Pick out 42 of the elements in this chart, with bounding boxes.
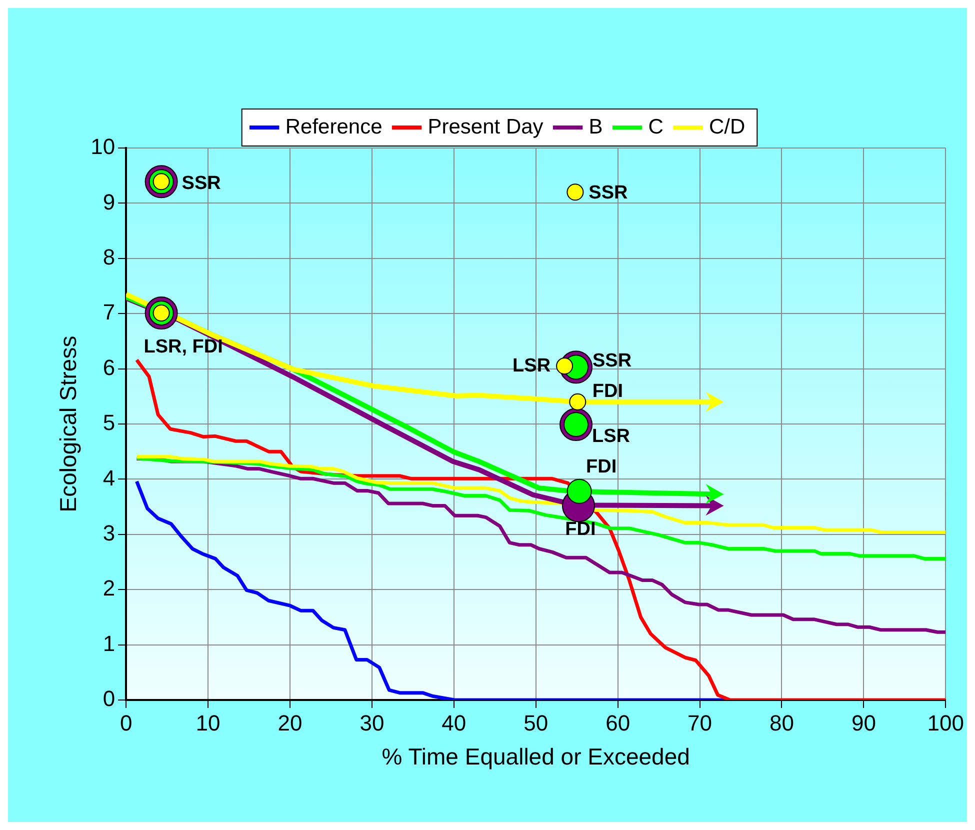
annotation: FDI	[565, 518, 596, 540]
annotation: SSR	[592, 350, 632, 372]
y-tick-label: 4	[102, 465, 116, 490]
point	[556, 358, 574, 375]
annotation: LSR	[512, 355, 551, 376]
x-tick-label: 40	[442, 710, 466, 736]
legend-label: Present Day	[428, 115, 544, 138]
legend-label: C/D	[708, 115, 746, 138]
point	[569, 393, 586, 410]
legend-label: B	[588, 115, 603, 138]
y-tick-label: 9	[102, 189, 116, 214]
x-tick-label: 60	[606, 710, 630, 736]
x-axis-title: % Time Equalled or Exceeded	[382, 744, 690, 770]
x-tick-label: 10	[196, 710, 220, 736]
y-tick-label: 8	[102, 244, 116, 270]
x-tick-label: 70	[688, 710, 712, 736]
annotation: FDI	[586, 456, 617, 478]
annotation: LSR	[592, 426, 630, 447]
y-tick-label: 0	[102, 686, 116, 712]
y-tick-label: 7	[102, 300, 116, 325]
legend-label: C	[648, 115, 664, 138]
x-tick-label: 80	[769, 710, 794, 736]
point	[566, 184, 584, 201]
annotation: SSR	[588, 182, 628, 204]
x-tick-label: 100	[927, 710, 964, 736]
y-tick-label: 2	[102, 576, 116, 601]
y-tick-label: 10	[90, 134, 116, 160]
y-tick-label: 3	[102, 520, 116, 546]
y-tick-label: 6	[102, 354, 116, 380]
x-tick-label: 0	[120, 710, 132, 736]
annotation: SSR	[182, 172, 222, 194]
annotation: FDI	[592, 381, 623, 402]
point	[566, 478, 592, 504]
x-tick-label: 20	[278, 710, 302, 736]
x-tick-label: 90	[851, 710, 876, 736]
y-tick-label: 5	[102, 410, 116, 436]
legend-label: Reference	[285, 115, 382, 138]
y-tick-label: 1	[102, 630, 116, 656]
x-tick-label: 30	[360, 710, 384, 736]
y-axis-title: Ecological Stress	[55, 336, 82, 512]
annotation: LSR, FDI	[144, 336, 223, 358]
x-tick-label: 50	[524, 710, 548, 736]
